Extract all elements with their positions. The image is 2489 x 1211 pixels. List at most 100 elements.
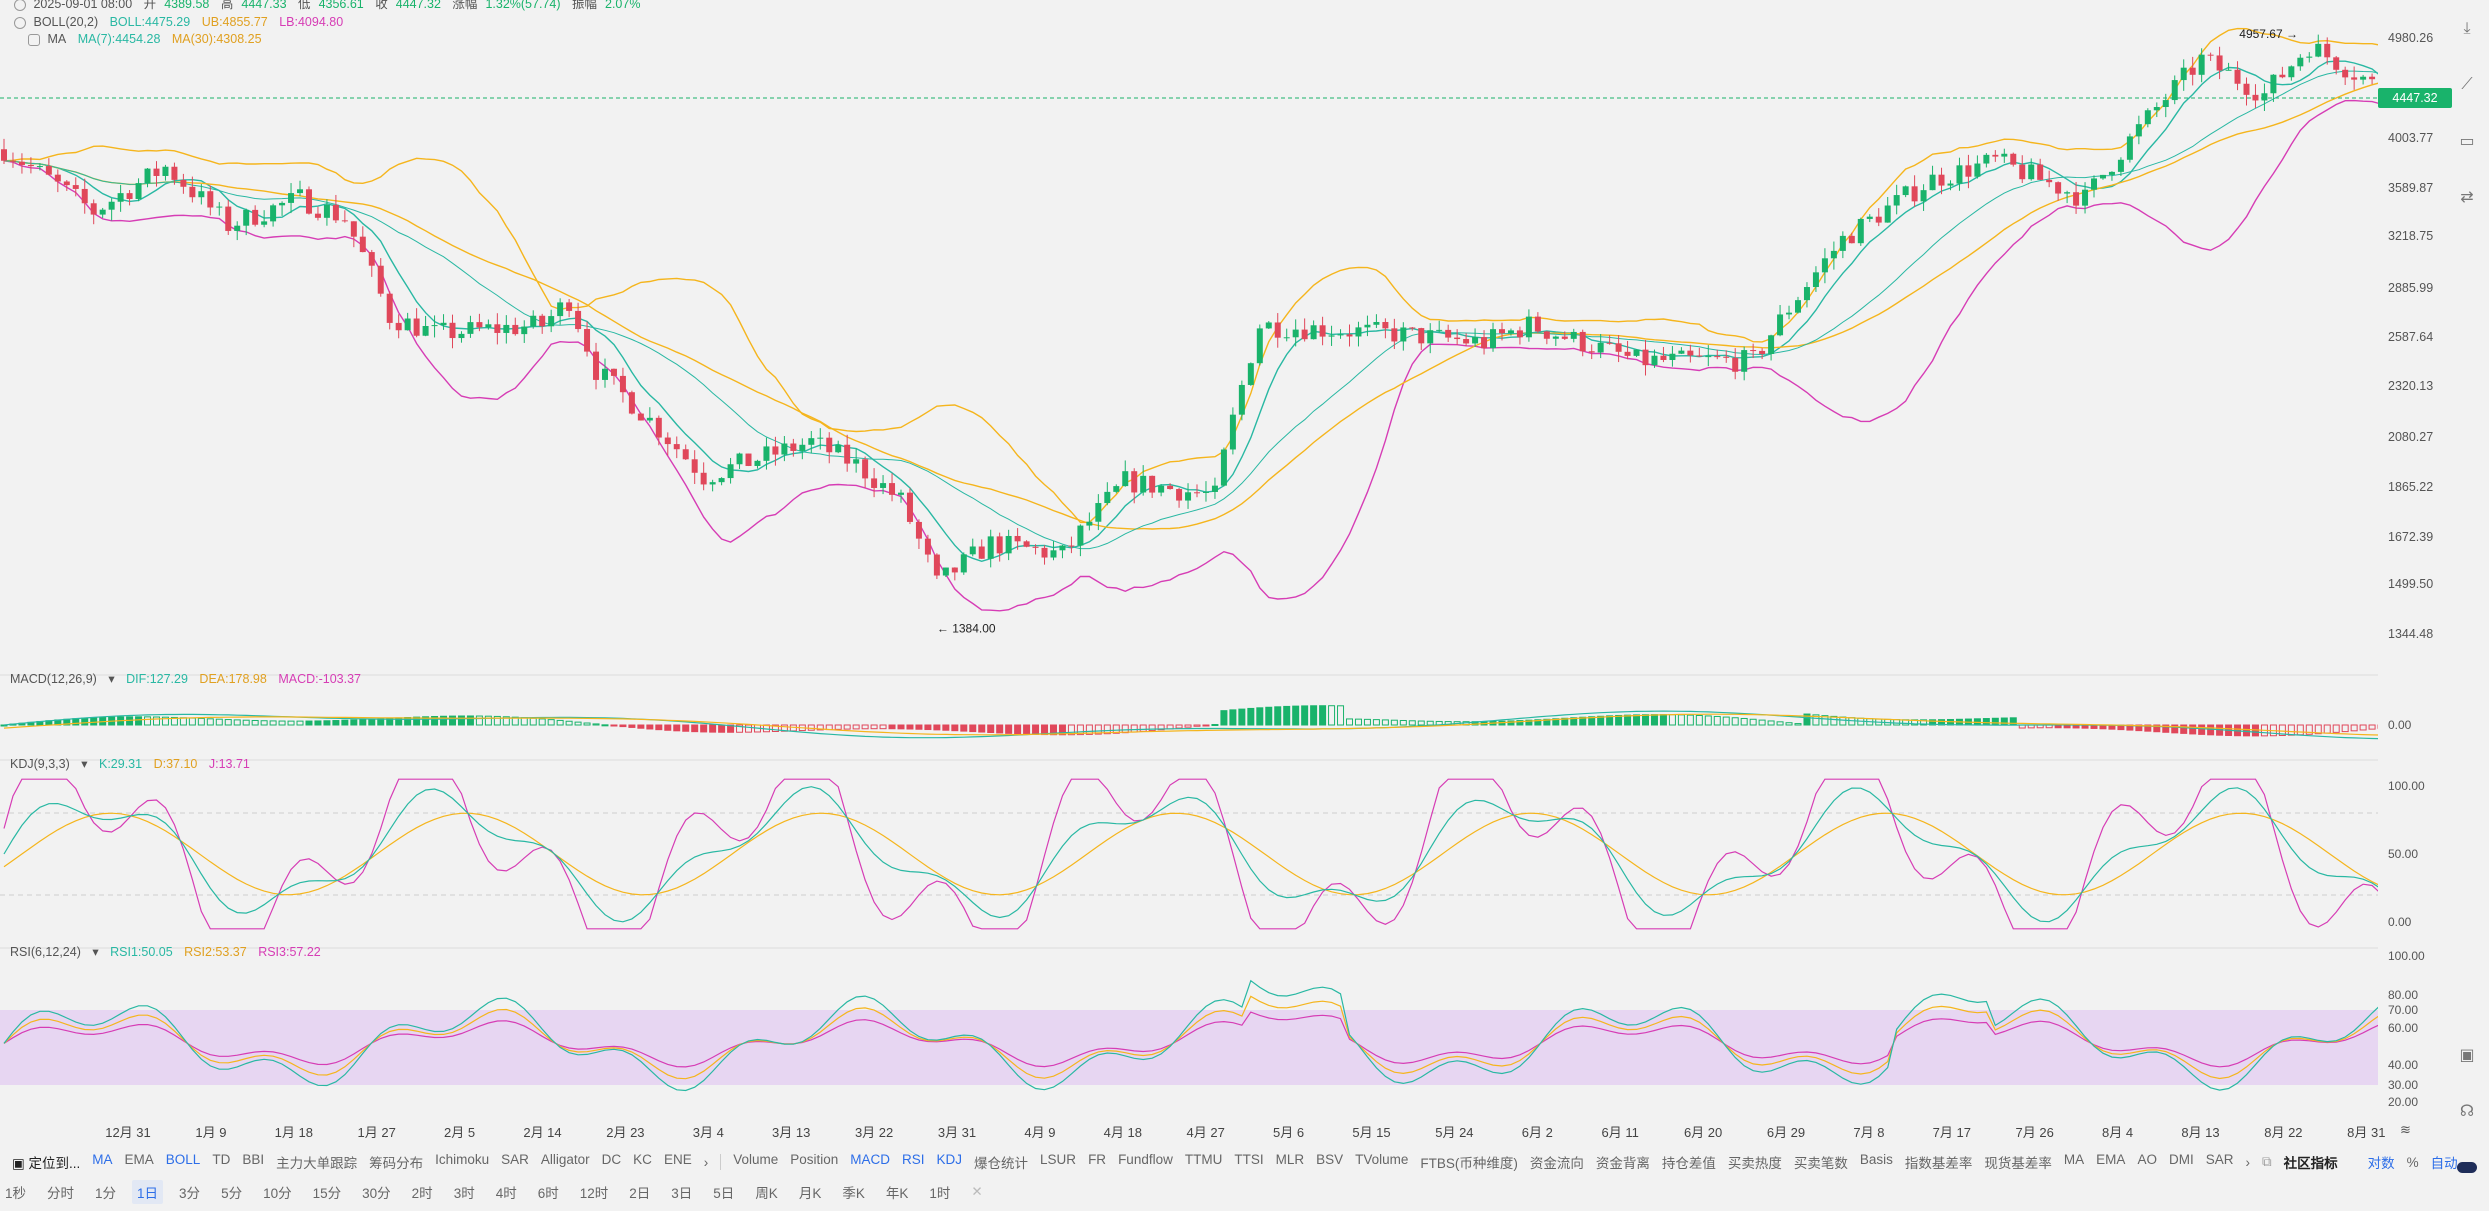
kdj-name[interactable]: KDJ(9,3,3) <box>10 757 70 771</box>
macd-value: MACD:-103.37 <box>278 672 362 686</box>
sub-indicator-21[interactable]: 指数基差率 <box>1904 1156 1973 1171</box>
indicator-2[interactable]: BOLL <box>165 1152 201 1167</box>
interval-7[interactable]: 15分 <box>312 1186 342 1201</box>
indicator-10[interactable]: DC <box>601 1152 622 1167</box>
chevron-right-icon[interactable]: › <box>703 1154 709 1170</box>
indicator-11[interactable]: KC <box>633 1152 652 1167</box>
indicator-3[interactable]: TD <box>212 1152 231 1167</box>
interval-2[interactable]: 1分 <box>95 1186 117 1201</box>
indicator-6[interactable]: 筹码分布 <box>369 1156 424 1171</box>
macd-histogram-bar <box>457 715 465 726</box>
sub-indicator-1[interactable]: Position <box>790 1152 839 1167</box>
interval-12[interactable]: 6时 <box>537 1186 559 1201</box>
sub-indicator-7[interactable]: FR <box>1088 1152 1107 1167</box>
sub-indicator-13[interactable]: TVolume <box>1355 1152 1409 1167</box>
percent-toggle[interactable]: % <box>2406 1154 2419 1170</box>
sub-indicator-14[interactable]: FTBS(币种维度) <box>1420 1156 1518 1171</box>
ma-name[interactable]: MA <box>47 32 67 46</box>
indicator-12[interactable]: ENE <box>663 1152 692 1167</box>
export-icon[interactable]: ⤓ <box>2463 20 2471 37</box>
log-scale-toggle[interactable]: 对数 <box>2367 1156 2395 1171</box>
sub-indicator-6[interactable]: LSUR <box>1040 1152 1077 1167</box>
indicator-1[interactable]: EMA <box>124 1152 154 1167</box>
interval-16[interactable]: 5日 <box>713 1186 735 1201</box>
boll-lb: LB:4094.80 <box>279 15 344 29</box>
indicator-5[interactable]: 主力大单跟踪 <box>276 1156 358 1171</box>
interval-18[interactable]: 月K <box>798 1186 822 1201</box>
bell-icon[interactable] <box>28 33 40 46</box>
sub-indicator-2[interactable]: MACD <box>850 1152 891 1167</box>
interval-11[interactable]: 4时 <box>495 1186 517 1201</box>
sub-indicator-5[interactable]: 爆仓统计 <box>974 1156 1029 1171</box>
interval-3[interactable]: 1日 <box>132 1180 164 1204</box>
sub-indicator-17[interactable]: 持仓差值 <box>1661 1156 1716 1171</box>
interval-8[interactable]: 30分 <box>362 1186 391 1201</box>
sub-indicator-15[interactable]: 资金流向 <box>1529 1156 1584 1171</box>
dropdown-icon[interactable]: ▾ <box>81 757 88 771</box>
sub-indicator-10[interactable]: TTSI <box>1234 1152 1264 1167</box>
axis-settings-icon[interactable]: ≋ <box>2400 1122 2411 1137</box>
interval-21[interactable]: 1时 <box>929 1186 951 1201</box>
indicator-0[interactable]: MA <box>92 1152 113 1167</box>
external-link-icon[interactable]: ⧉ <box>2261 1154 2272 1169</box>
indicator-8[interactable]: SAR <box>501 1152 529 1167</box>
toggle-icon[interactable] <box>2452 1152 2482 1182</box>
interval-19[interactable]: 季K <box>842 1186 865 1201</box>
interval-4[interactable]: 3分 <box>179 1186 201 1201</box>
dropdown-icon[interactable]: ▾ <box>108 672 115 686</box>
sub-indicator-18[interactable]: 买卖热度 <box>1727 1156 1782 1171</box>
interval-15[interactable]: 3日 <box>671 1186 693 1201</box>
sub-indicator-27[interactable]: SAR <box>2205 1152 2234 1167</box>
locate-button[interactable]: ▣ 定位到... <box>12 1156 81 1171</box>
sub-indicator-3[interactable]: RSI <box>902 1152 925 1167</box>
layout-icon[interactable]: ▣ <box>2459 1047 2475 1064</box>
close-icon[interactable]: ✕ <box>971 1184 983 1199</box>
interval-13[interactable]: 12时 <box>579 1186 609 1201</box>
macd-histogram-bar <box>682 724 690 732</box>
interval-5[interactable]: 5分 <box>221 1186 243 1201</box>
sub-indicator-9[interactable]: TTMU <box>1184 1152 1223 1167</box>
rsi-name[interactable]: RSI(6,12,24) <box>10 945 81 959</box>
indicator-tick: 50.00 <box>2388 847 2419 861</box>
interval-20[interactable]: 年K <box>885 1186 909 1201</box>
indicator-4[interactable]: BBI <box>242 1152 265 1167</box>
price-chart[interactable]: 4957.67 → ← 1384.00 <box>0 0 2378 1120</box>
sub-indicator-22[interactable]: 现货基差率 <box>1984 1156 2052 1171</box>
boll-name[interactable]: BOLL(20,2) <box>33 15 99 29</box>
macd-histogram-bar <box>1408 720 1416 726</box>
sub-indicator-26[interactable]: DMI <box>2168 1152 2194 1167</box>
sub-indicator-11[interactable]: MLR <box>1275 1152 1305 1167</box>
sub-indicator-20[interactable]: Basis <box>1859 1152 1893 1167</box>
sub-indicator-23[interactable]: MA <box>2063 1152 2085 1167</box>
sub-indicator-8[interactable]: Fundflow <box>1118 1152 1173 1167</box>
collapse-icon[interactable] <box>14 16 26 29</box>
indicator-icon[interactable]: ▭ <box>2459 133 2475 150</box>
sub-indicator-25[interactable]: AO <box>2137 1152 2157 1167</box>
interval-0[interactable]: 1秒 <box>5 1186 27 1201</box>
interval-10[interactable]: 3时 <box>453 1186 475 1201</box>
sub-indicator-0[interactable]: Volume <box>733 1152 779 1167</box>
line-chart-icon[interactable]: ⟋ <box>2461 76 2473 93</box>
macd-histogram-bar <box>1220 710 1228 726</box>
indicator-7[interactable]: Ichimoku <box>435 1152 490 1167</box>
compare-icon[interactable]: ⇄ <box>2460 189 2474 206</box>
sub-indicator-12[interactable]: BSV <box>1316 1152 1344 1167</box>
sub-indicator-4[interactable]: KDJ <box>936 1152 963 1167</box>
interval-6[interactable]: 10分 <box>263 1186 292 1201</box>
support-icon[interactable]: ☊ <box>2459 1103 2475 1120</box>
sub-indicator-19[interactable]: 买卖笔数 <box>1793 1156 1848 1171</box>
interval-14[interactable]: 2日 <box>629 1186 651 1201</box>
interval-1[interactable]: 分时 <box>47 1186 75 1201</box>
auto-scale-toggle[interactable]: 自动 <box>2430 1156 2458 1171</box>
collapse-icon[interactable] <box>14 0 26 11</box>
indicator-9[interactable]: Alligator <box>540 1152 590 1167</box>
ma-legend: MA MA(7):4454.28 MA(30):4308.25 <box>28 31 270 47</box>
chevron-right-icon[interactable]: › <box>2245 1154 2250 1170</box>
interval-17[interactable]: 周K <box>755 1186 778 1201</box>
macd-name[interactable]: MACD(12,26,9) <box>10 672 97 686</box>
interval-9[interactable]: 2时 <box>411 1186 433 1201</box>
sub-indicator-16[interactable]: 资金背离 <box>1595 1156 1650 1171</box>
community-indicators[interactable]: 社区指标 <box>2283 1156 2338 1171</box>
sub-indicator-24[interactable]: EMA <box>2096 1152 2126 1167</box>
dropdown-icon[interactable]: ▾ <box>92 945 99 959</box>
